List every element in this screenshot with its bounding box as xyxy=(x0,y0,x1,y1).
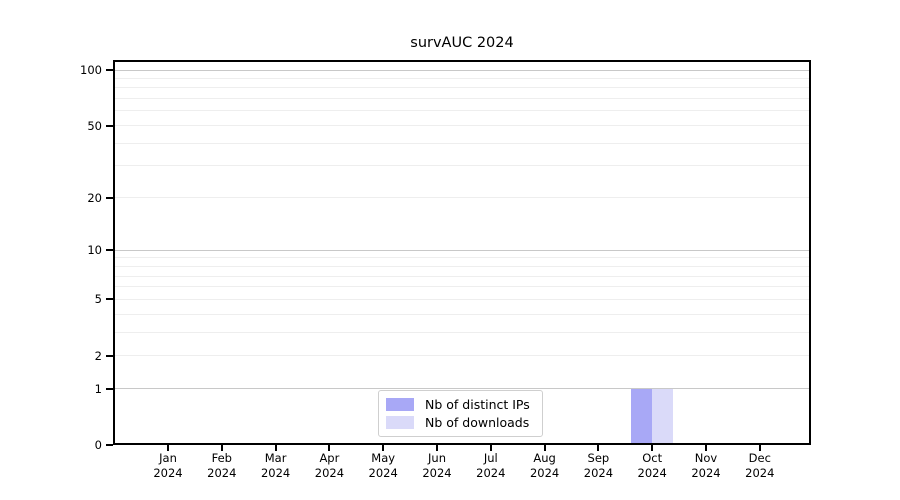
x-axis-tick-label: May 2024 xyxy=(368,451,398,480)
y-axis-tick-label: 50 xyxy=(87,118,102,133)
gridline-minor xyxy=(115,313,809,315)
y-axis-tick xyxy=(106,298,113,301)
x-axis-tick-label: Apr 2024 xyxy=(314,451,345,480)
x-axis-tick xyxy=(705,445,707,451)
gridline-major xyxy=(115,69,809,71)
x-axis-tick xyxy=(597,445,600,451)
x-axis-tick xyxy=(543,445,546,451)
gridline-minor xyxy=(115,197,809,199)
legend-swatch-downloads xyxy=(386,416,414,429)
y-axis-tick-label: 1 xyxy=(94,381,102,396)
gridline-minor xyxy=(115,125,809,127)
x-axis-tick xyxy=(382,445,385,451)
gridline-minor xyxy=(115,275,809,277)
y-axis-tick-label: 10 xyxy=(87,243,102,258)
plot-area xyxy=(113,60,811,445)
gridline-minor xyxy=(115,98,809,100)
legend-label-downloads: Nb of downloads xyxy=(425,415,530,430)
x-axis-tick xyxy=(220,445,223,451)
x-axis-tick xyxy=(758,445,761,451)
y-axis-tick xyxy=(106,196,113,199)
chart-title: survAUC 2024 xyxy=(410,35,514,51)
x-axis-tick-label: Feb 2024 xyxy=(207,451,237,480)
y-axis-tick-label: 20 xyxy=(87,190,102,205)
y-axis-tick-label: 0 xyxy=(94,438,102,452)
gridline-minor xyxy=(115,257,809,259)
bar-downloads xyxy=(652,388,674,443)
x-axis-tick-label: Mar 2024 xyxy=(260,451,291,480)
y-axis-tick-label: 5 xyxy=(94,292,102,307)
y-axis-tick xyxy=(106,249,113,252)
legend: Nb of distinct IPs Nb of downloads xyxy=(378,390,543,437)
y-axis-tick xyxy=(106,444,113,446)
legend-item-downloads: Nb of downloads xyxy=(386,414,533,431)
y-axis-tick-label: 100 xyxy=(80,63,102,77)
gridline-major xyxy=(115,249,809,251)
x-axis-tick-label: Jul 2024 xyxy=(476,451,506,480)
x-axis-tick-label: Aug 2024 xyxy=(529,451,560,480)
x-axis-tick xyxy=(274,445,277,451)
x-axis-tick-label: Jun 2024 xyxy=(422,451,452,480)
legend-label-distinct-ips: Nb of distinct IPs xyxy=(425,397,530,412)
gridline-minor xyxy=(115,77,809,79)
gridline-minor xyxy=(115,286,809,288)
x-axis-tick xyxy=(167,445,169,451)
gridline-major xyxy=(115,388,809,390)
x-axis-tick-label: Sep 2024 xyxy=(583,451,614,480)
gridline-minor xyxy=(115,265,809,267)
y-axis-tick xyxy=(106,387,113,390)
gridline-minor xyxy=(115,142,809,144)
y-axis-tick xyxy=(106,124,113,127)
y-axis-tick-label: 2 xyxy=(94,348,102,363)
x-axis-tick xyxy=(436,445,438,451)
gridline-minor xyxy=(115,298,809,300)
y-axis-tick xyxy=(106,354,113,357)
x-axis-tick-label: Dec 2024 xyxy=(745,451,775,480)
gridline-minor xyxy=(115,165,809,167)
gridline-minor xyxy=(115,110,809,112)
x-axis-tick-label: Jan 2024 xyxy=(153,451,183,480)
x-axis-tick-label: Oct 2024 xyxy=(637,451,667,480)
bar-distinct-ips xyxy=(631,388,653,443)
x-axis-tick xyxy=(489,445,492,451)
x-axis-tick xyxy=(328,445,331,451)
x-axis-tick xyxy=(651,445,654,451)
gridline-minor xyxy=(115,331,809,333)
x-axis-tick-label: Nov 2024 xyxy=(691,451,721,480)
gridline-minor xyxy=(115,87,809,89)
y-axis-tick xyxy=(106,69,113,71)
legend-swatch-distinct-ips xyxy=(386,398,414,411)
legend-item-distinct-ips: Nb of distinct IPs xyxy=(386,396,533,413)
gridline-minor xyxy=(115,355,809,357)
